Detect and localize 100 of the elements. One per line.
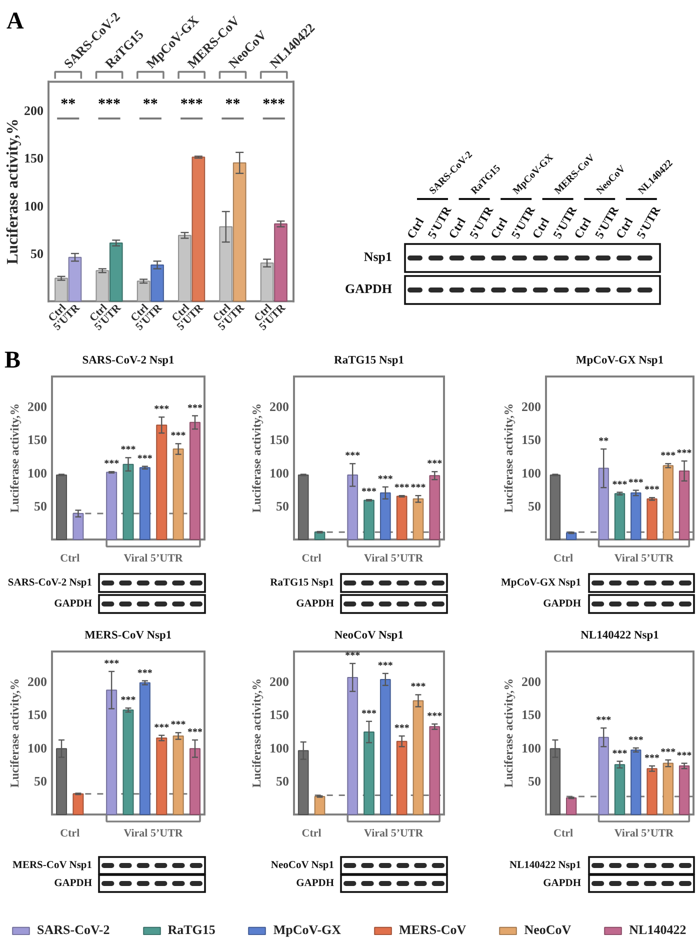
y-tick-label: 200	[270, 674, 289, 689]
data-label: ***	[612, 748, 628, 760]
y-tick-label: 150	[522, 707, 541, 722]
y-axis-title: Luciferase activity,%	[4, 118, 22, 264]
category-label: GAPDH	[54, 598, 92, 610]
y-tick-label: 150	[522, 432, 541, 448]
annotation: **	[225, 96, 240, 112]
legend-label: NeoCoV	[524, 922, 572, 938]
data-label: ***	[676, 448, 692, 459]
chart-title: SARS-CoV-2 Nsp1	[82, 354, 175, 366]
y-tick-label: 50	[528, 498, 541, 514]
y-axis-title: Luciferase activity,%	[250, 678, 264, 788]
y-tick-label: 150	[28, 707, 47, 722]
data-label: ***	[345, 450, 360, 462]
data-label: ***	[644, 752, 660, 764]
annotation: ***	[262, 96, 286, 112]
data-label: **	[598, 436, 609, 448]
data-label: ***	[660, 746, 676, 758]
chart-title: RaTG15 Nsp1	[334, 354, 404, 366]
data-label: ***	[378, 474, 393, 485]
category-label: MpCoV-GX Nsp1	[500, 577, 581, 588]
data-label: ***	[154, 722, 170, 734]
x-tick-label: Ctrl	[553, 552, 574, 564]
annotation: ***	[180, 96, 203, 112]
category-label: MERS-CoV Nsp1	[12, 860, 92, 871]
y-tick-label: 100	[24, 198, 44, 214]
y-tick-label: 50	[276, 774, 289, 789]
x-tick-label: Ctrl	[302, 828, 322, 840]
y-tick-label: 200	[28, 674, 47, 689]
data-label: ***	[596, 715, 612, 726]
data-label: ***	[410, 482, 426, 494]
y-axis-title: Luciferase activity,%	[8, 403, 22, 513]
chart-title: MERS-CoV Nsp1	[84, 630, 172, 642]
y-tick-label: 100	[270, 465, 289, 480]
y-tick-label: 200	[522, 398, 541, 414]
x-tick-label: Ctrl	[302, 552, 322, 564]
y-axis-title: Luciferase activity,%	[250, 403, 264, 513]
annotation: **	[60, 96, 76, 112]
data-label: ***	[137, 453, 152, 464]
x-tick-label: Viral 5’UTR	[614, 828, 675, 840]
category-label: NL140422 Nsp1	[510, 860, 581, 871]
data-label: ***	[170, 720, 186, 731]
data-label: ***	[137, 668, 152, 679]
data-label: ***	[187, 726, 202, 738]
text: B	[4, 348, 21, 374]
y-axis-title: Luciferase activity,%	[8, 678, 22, 788]
category-label: GAPDH	[543, 598, 581, 610]
data-label: ***	[628, 734, 644, 746]
chart-title: NeoCoV Nsp1	[334, 630, 404, 642]
y-tick-label: 50	[276, 498, 289, 514]
data-label: ***	[644, 484, 660, 496]
category-label: GAPDH	[345, 280, 392, 296]
text: A	[6, 8, 24, 34]
data-label: ***	[104, 658, 120, 670]
annotation: ***	[98, 96, 121, 112]
y-tick-label: 150	[28, 432, 47, 448]
category-label: NeoCoV Nsp1	[270, 860, 334, 871]
y-tick-label: 100	[522, 465, 541, 480]
chart-title: MpCoV-GX Nsp1	[576, 354, 664, 366]
category-label: RaTG15 Nsp1	[270, 577, 334, 588]
y-tick-label: 50	[34, 498, 47, 514]
data-label: ***	[104, 458, 120, 470]
x-tick-label: Viral 5’UTR	[124, 828, 184, 840]
y-tick-label: 100	[28, 740, 47, 756]
y-tick-label: 50	[528, 774, 541, 789]
data-label: ***	[410, 682, 426, 693]
x-tick-label: Viral 5’UTR	[364, 552, 424, 564]
legend-label: NL140422	[629, 922, 686, 938]
y-axis-title: Luciferase activity,%	[502, 678, 516, 788]
data-label: ***	[628, 477, 644, 488]
x-tick-label: Viral 5’UTR	[614, 552, 675, 564]
x-tick-label: Ctrl	[60, 552, 80, 564]
y-tick-label: 200	[28, 398, 47, 414]
y-tick-label: 200	[522, 674, 541, 689]
y-tick-label: 100	[270, 740, 289, 756]
y-tick-label: 100	[28, 465, 47, 480]
data-label: ***	[362, 486, 376, 498]
data-label: ***	[362, 708, 376, 720]
category-label: SARS-CoV-2 Nsp1	[8, 577, 92, 588]
data-label: ***	[154, 404, 170, 416]
annotation: **	[142, 96, 158, 112]
data-label: ***	[427, 458, 442, 470]
category-label: GAPDH	[296, 878, 334, 889]
y-tick-label: 150	[270, 432, 289, 448]
data-label: ***	[378, 660, 393, 672]
y-tick-label: 200	[270, 398, 289, 414]
data-label: ***	[427, 711, 442, 722]
data-label: ***	[394, 722, 410, 734]
data-label: ***	[612, 479, 628, 490]
chart-title: NL140422 Nsp1	[580, 630, 660, 642]
y-tick-label: 50	[34, 774, 47, 789]
legend-label: MERS-CoV	[399, 922, 466, 938]
data-label: ***	[676, 750, 692, 762]
data-label: ***	[345, 650, 360, 662]
legend-label: MpCoV-GX	[273, 922, 342, 938]
legend-label: RaTG15	[168, 922, 216, 938]
data-label: ***	[660, 450, 676, 462]
x-tick-label: Viral 5’UTR	[124, 552, 184, 564]
y-axis-title: Luciferase activity,%	[502, 403, 516, 513]
category-label: Nsp1	[364, 248, 392, 264]
